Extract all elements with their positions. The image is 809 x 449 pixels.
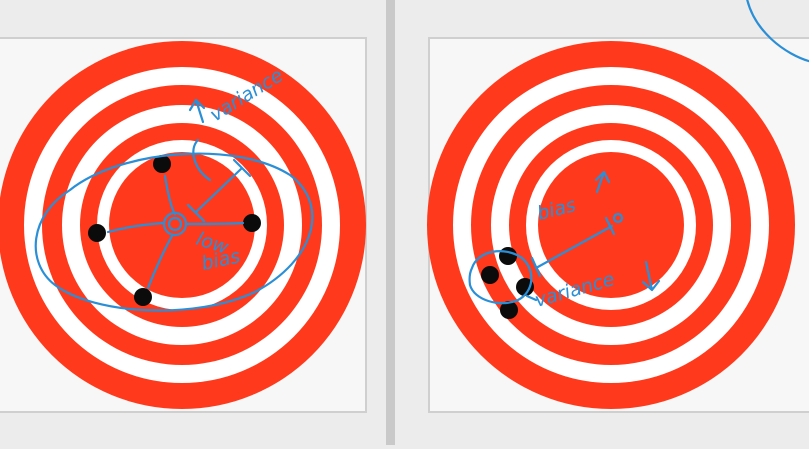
- bias-measure-line: [530, 216, 616, 278]
- up-arrow-icon: [594, 170, 611, 194]
- spoke-top: [163, 174, 177, 216]
- shot-dot: [88, 224, 106, 242]
- variance-measure-line: [186, 158, 252, 223]
- shot-dot: [499, 247, 517, 265]
- shot-dot: [153, 155, 171, 173]
- center-mark: [167, 216, 183, 232]
- spoke-left: [106, 221, 165, 234]
- target-center-mark: [612, 212, 624, 224]
- variance-measure-line: [525, 294, 538, 302]
- shot-dot: [134, 288, 152, 306]
- up-arrow-icon: [188, 98, 206, 124]
- cluster-ellipse: [468, 250, 533, 305]
- right-target-bullseye: [538, 152, 684, 298]
- variance-ellipse: [34, 152, 314, 312]
- down-arrow-icon: [641, 260, 661, 292]
- spoke-right: [184, 221, 245, 226]
- panel-divider: [386, 0, 395, 445]
- shot-dot: [481, 266, 499, 284]
- left-shots: [88, 155, 261, 306]
- left-panel: variance low bias: [0, 37, 367, 413]
- variance-pointer: [192, 138, 212, 182]
- shot-dot: [516, 278, 534, 296]
- shot-dot: [243, 214, 261, 232]
- corner-scribble: [746, 0, 809, 63]
- shot-dot: [500, 301, 518, 319]
- spoke-bottom: [146, 234, 174, 290]
- right-target: [427, 41, 795, 409]
- right-panel: bias variance: [427, 37, 809, 413]
